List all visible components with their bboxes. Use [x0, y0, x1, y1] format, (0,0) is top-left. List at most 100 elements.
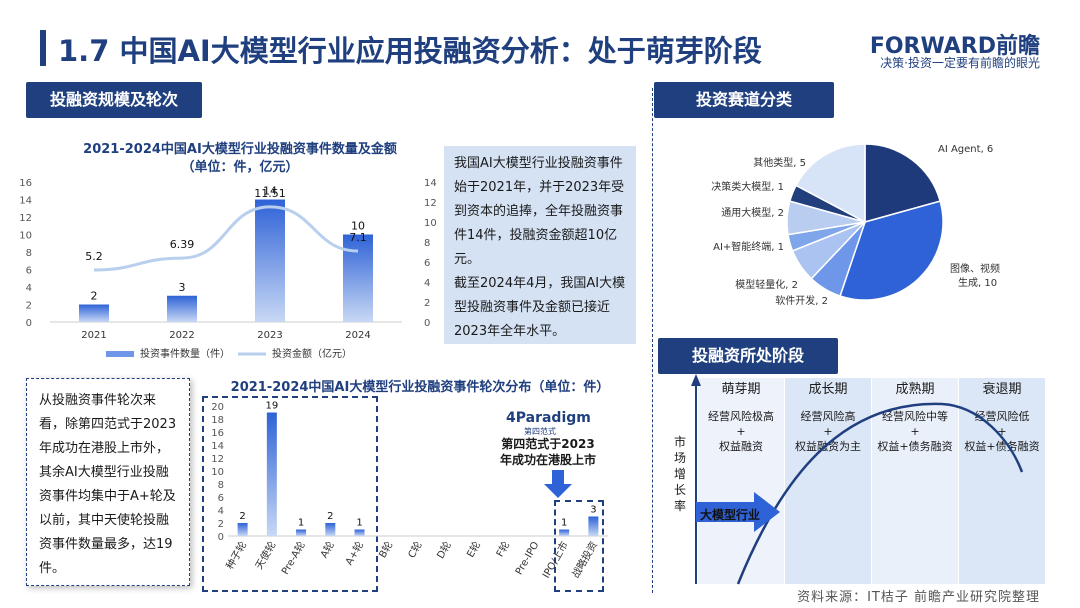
rounds-note-text: 从投融资事件轮次来看，除第四范式于2023年成功在港股上市外，其余AI大模型行业…: [39, 393, 177, 576]
stage-risk: 经营风险低: [974, 410, 1030, 423]
chart2-x-tick: D轮: [434, 539, 454, 561]
chart2-bar: [266, 412, 277, 536]
chart1-x-tick: 2021: [81, 330, 106, 341]
early-rounds-dashed-box: [202, 396, 378, 592]
stage-risk: 经营风险极高: [708, 410, 774, 423]
page-title: 1.7 中国AI大模型行业应用投融资分析：处于萌芽阶段: [58, 34, 762, 68]
chart1-bar: [79, 304, 109, 322]
stage-finance: 权益+债务融资: [964, 440, 1040, 453]
stage-plus: +: [997, 425, 1007, 438]
chart2-y-tick: 12: [211, 454, 224, 465]
chart2-x-tick: A+轮: [342, 539, 366, 567]
chart1-legend-bar: 投资事件数量（件）: [140, 347, 230, 360]
chart2-y-tick: 6: [218, 493, 224, 504]
paradigm-callout-text: 第四范式于2023年成功在港股上市: [499, 437, 596, 467]
chart2-bar: [296, 529, 307, 536]
down-arrow-icon: [544, 470, 572, 498]
stage-finance: 权益融资: [719, 440, 763, 453]
chart2-bar: [325, 523, 336, 536]
stage-risk: 经营风险中等: [882, 410, 948, 423]
chart1-amount-line: [93, 205, 359, 272]
ipo-rounds-dashed-box: [554, 500, 604, 592]
chart1-bar: [255, 199, 285, 322]
stage-column: 成长期 经营风险高 + 权益融资为主: [785, 378, 872, 584]
chart1-left-tick: 10: [19, 231, 32, 242]
chart2-x-tick: 种子轮: [223, 539, 249, 571]
chart1-bar-line-chart: 0 2 4 6 8 10 12 14 16 0 2 4 6 8 10 12 14 2 2021 3 2022 14 2023…: [19, 178, 437, 360]
pie-label: AI+智能终端, 1: [713, 240, 784, 253]
pie-label: 决策类大模型, 1: [711, 180, 784, 193]
chart2-x-tick: B轮: [376, 539, 396, 560]
chart1-right-tick: 14: [424, 178, 437, 189]
chart2-bar-label: 1: [298, 518, 304, 529]
chart1-right-tick: 4: [424, 278, 430, 289]
chart2-y-tick: 14: [211, 441, 224, 452]
chart1-left-tick: 8: [26, 248, 32, 259]
chart2-x-tick: E轮: [464, 539, 483, 560]
chart1-left-tick: 6: [26, 266, 32, 277]
chart1-line-label: 5.2: [85, 250, 103, 263]
chart1-legend-line: 投资金额（亿元）: [272, 347, 352, 360]
pie-slice: [864, 143, 942, 223]
chart2-bar: [588, 516, 599, 536]
stage-plus: +: [910, 425, 920, 438]
stage-risk: 经营风险高: [800, 410, 856, 423]
chart2-bar-label: 19: [265, 401, 278, 412]
chart1-left-tick: 4: [26, 283, 32, 294]
chart1-title-line2: （单位：件，亿元）: [181, 160, 299, 175]
chart2-bar: [559, 529, 570, 536]
stage-y-label: 市场增长率: [674, 435, 687, 513]
chart2-y-tick: 10: [211, 467, 224, 478]
stage-name: 成熟期: [895, 382, 935, 397]
pie-slice: [795, 143, 866, 224]
summary-text: 我国AI大模型行业投融资事件始于2021年，并于2023年受到资本的追捧，全年投…: [454, 156, 625, 267]
stage-name: 萌芽期: [721, 382, 761, 397]
stage-chart: 萌芽期 经营风险极高 + 权益融资 成长期 经营风险高 + 权益融资为主 成熟期 经营风险中等 + 权…: [698, 378, 1046, 584]
pie-label: 通用大模型, 2: [721, 206, 784, 219]
stage-axis-arrow-icon: [691, 374, 701, 386]
chart1-bar-label: 14: [263, 185, 277, 198]
chart2-bar: [354, 529, 365, 536]
chart2-x-tick: A轮: [317, 539, 337, 560]
chart1-right-tick: 12: [424, 198, 437, 209]
chart2-y-tick: 4: [218, 506, 224, 517]
section-header-track: 投资赛道分类: [654, 82, 834, 118]
chart2-bar-label: 3: [590, 505, 596, 516]
chart2-rounds-bar-chart: 0 2 4 6 8 10 12 14 16 18 20 2 种子轮 19 天使轮 1 Pre-A轮 2 A轮 1 A+轮…: [211, 401, 608, 580]
chart2-x-tick: F轮: [493, 539, 512, 559]
stage-finance: 权益+债务融资: [877, 440, 953, 453]
rounds-note-box: 从投融资事件轮次来看，除第四范式于2023年成功在港股上市外，其余AI大模型行业…: [26, 378, 190, 586]
chart1-bar: [343, 234, 373, 322]
chart2-bar: [237, 523, 248, 536]
chart2-y-tick: 2: [218, 519, 224, 530]
section-header-stage: 投融资所处阶段: [658, 338, 838, 374]
stage-finance: 权益融资为主: [795, 440, 861, 453]
chart1-title-line1: 2021-2024中国AI大模型行业投融资事件数量及金额: [83, 142, 397, 157]
chart1-left-tick: 2: [26, 301, 32, 312]
chart2-y-tick: 0: [218, 532, 224, 543]
section-header-scale: 投融资规模及轮次: [26, 82, 202, 118]
pie-label: AI Agent, 6: [938, 144, 993, 155]
chart2-y-tick: 16: [211, 428, 224, 439]
chart1-bar-label: 3: [179, 281, 186, 294]
paradigm-logo-sub: 第四范式: [524, 427, 556, 436]
stage-marker-arrow: [696, 492, 780, 532]
stage-plus: +: [823, 425, 833, 438]
logo-tagline: 决策·投资一定要有前瞻的眼光: [880, 56, 1040, 70]
summary-text-2: 截至2024年4月，我国AI大模型投融资事件及金额已接近2023年全年水平。: [454, 276, 626, 339]
stage-marker-label: 大模型行业: [700, 508, 761, 522]
chart1-x-tick: 2022: [169, 330, 194, 341]
pie-label: 图像、视频: [950, 262, 1000, 275]
pie-label: 其他类型, 5: [753, 156, 806, 169]
chart2-x-tick: Pre-A轮: [278, 539, 307, 577]
chart2-x-tick: 天使轮: [252, 539, 278, 571]
chart1-x-tick: 2024: [345, 330, 370, 341]
chart2-x-tick: 战略投资: [569, 539, 600, 580]
chart2-bar-label: 1: [561, 518, 567, 529]
chart1-line-label: 11.51: [254, 187, 286, 200]
chart1-line-label: 7.1: [349, 231, 367, 244]
chart2-y-tick: 20: [211, 402, 224, 413]
chart2-bar-label: 2: [327, 511, 333, 522]
chart1-bar-label: 10: [351, 220, 365, 233]
